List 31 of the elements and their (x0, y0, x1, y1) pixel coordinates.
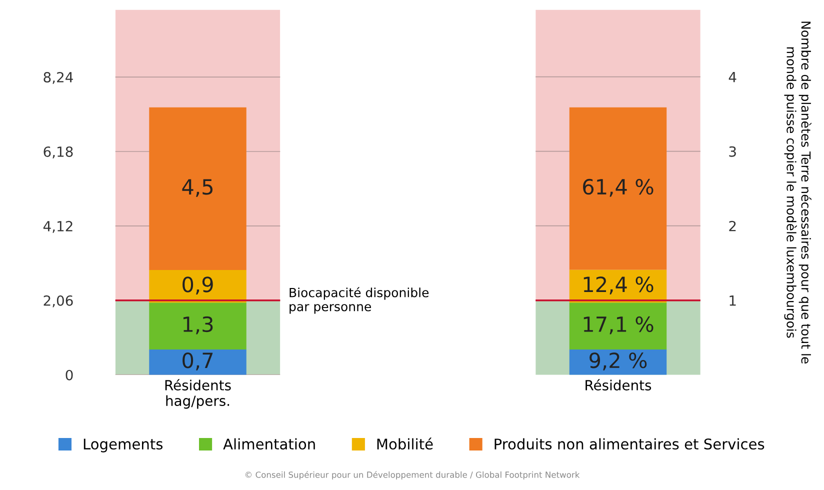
data-label: 0,7 (182, 352, 213, 370)
bar (149, 302, 246, 350)
x-tick-label: Résidents (586, 379, 652, 390)
data-label: 0,9 (182, 276, 213, 294)
bar (149, 107, 246, 270)
legend-label: Mobilité (377, 438, 433, 450)
annotation: 17,1 % (584, 316, 654, 334)
text: © Conseil Supérieur pour un Développement durable / Global Footprint Network (245, 471, 580, 480)
y-tick-label: 6,18 (44, 146, 73, 158)
bar (569, 107, 667, 270)
legend-label: Logements (84, 438, 163, 452)
bar (569, 302, 667, 350)
data-label: 4,5 (182, 179, 213, 197)
data-label: 1,3 (183, 316, 213, 334)
bar (149, 350, 246, 375)
y-tick-label: 0 (66, 370, 73, 380)
y2-tick-label: 4 (728, 72, 736, 82)
y2-tick-label: 2 (729, 220, 736, 232)
ref-line-label: Biocapacité disponible par personne (290, 287, 429, 314)
y-tick-label: 4,12 (43, 220, 72, 233)
y2-axis-title: Nombre de planètes Terre nécessaires pour que tout le monde puisse copier le modèle luxembourgois (784, 22, 812, 364)
y-tick-label: 8,24 (44, 72, 73, 84)
y2-tick-label: 3 (729, 146, 736, 157)
annotation: 9,2 % (590, 352, 647, 370)
annotation: 61,4 % (583, 178, 654, 197)
annotation: 12,4 % (584, 276, 654, 294)
x-tick-label: Résidents hag/pers. (165, 379, 231, 409)
y2-tick-label: 1 (730, 296, 736, 306)
legend-label: Produits non alimentaires et Services (494, 438, 764, 450)
y-tick-label: 2,06 (44, 295, 73, 308)
legend-label: Alimentation (223, 438, 315, 450)
